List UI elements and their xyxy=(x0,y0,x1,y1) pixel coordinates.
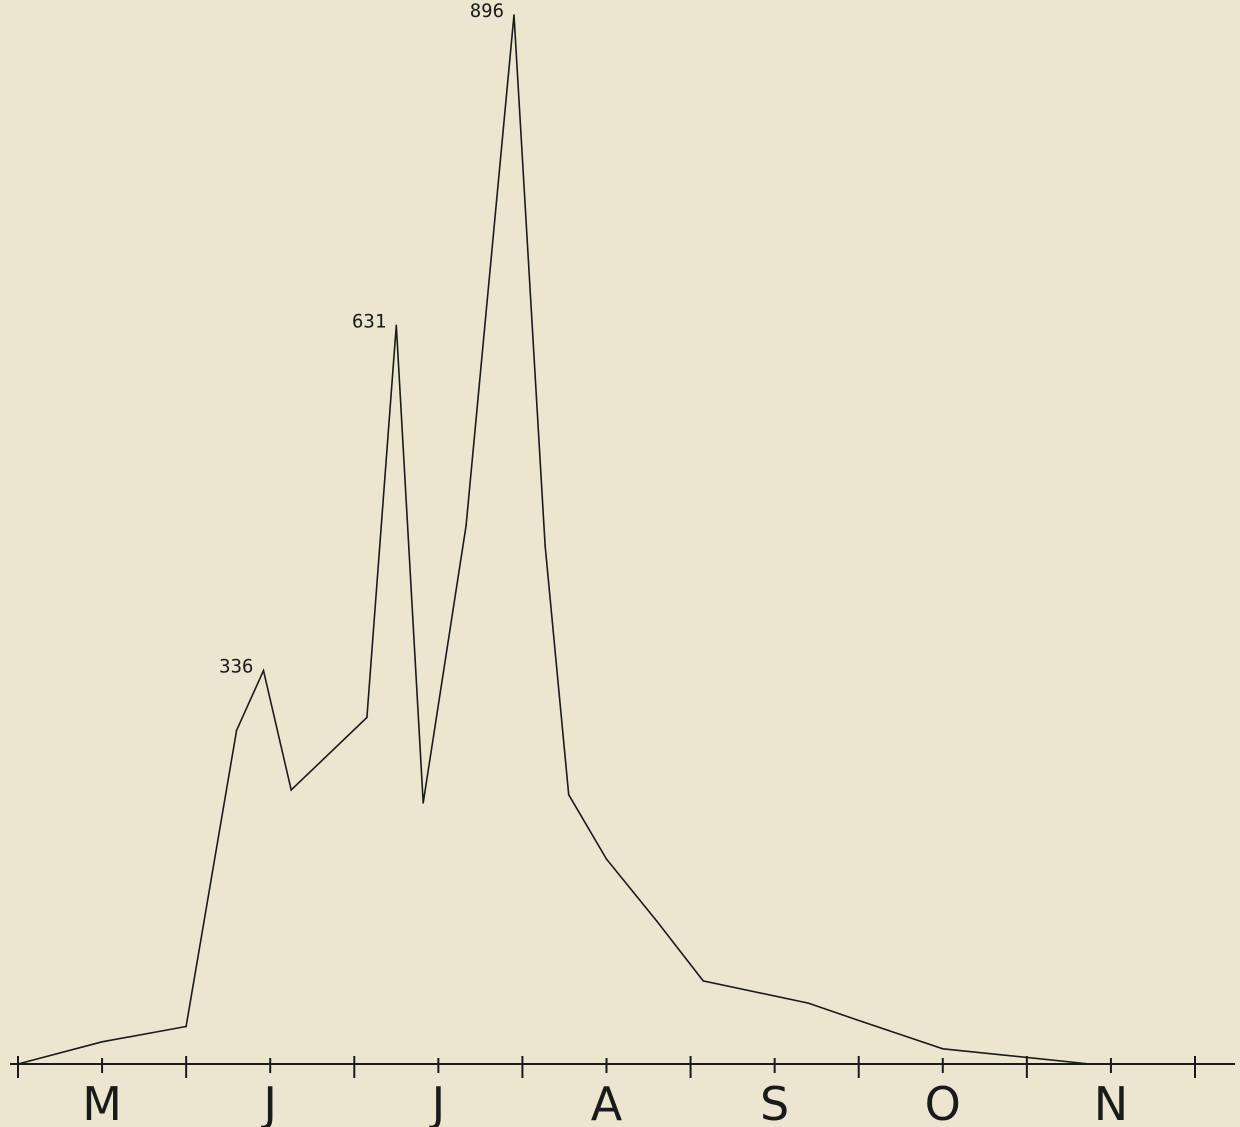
data-point xyxy=(862,1021,864,1023)
data-point xyxy=(17,1063,19,1065)
data-point xyxy=(395,324,398,327)
data-point xyxy=(807,1002,810,1004)
x-axis-ticks xyxy=(17,1056,1196,1078)
peak-label: 631 xyxy=(352,310,386,332)
data-point xyxy=(262,669,265,672)
data-point xyxy=(1089,1063,1091,1065)
data-point xyxy=(605,858,608,860)
data-point xyxy=(235,729,238,732)
series-line xyxy=(17,14,1090,1065)
month-label: J xyxy=(429,1077,446,1127)
data-point xyxy=(513,14,515,16)
month-label: A xyxy=(591,1077,623,1127)
peak-label: 336 xyxy=(219,656,253,678)
month-label: N xyxy=(1094,1077,1128,1127)
data-point xyxy=(941,1047,944,1050)
data-point xyxy=(185,1025,187,1028)
data-point xyxy=(544,544,546,547)
month-label: S xyxy=(760,1077,789,1127)
data-point xyxy=(101,1040,103,1043)
data-point xyxy=(567,793,570,796)
month-label: J xyxy=(260,1077,277,1127)
data-point xyxy=(656,920,658,922)
data-point xyxy=(290,789,293,791)
data-point xyxy=(465,524,467,527)
data-point xyxy=(422,802,425,804)
peak-label: 896 xyxy=(470,0,504,22)
month-label: O xyxy=(925,1077,961,1127)
peak-annotations: 336 631 896 xyxy=(219,0,504,678)
data-points xyxy=(17,14,1091,1065)
data-point xyxy=(702,980,704,982)
month-label: M xyxy=(82,1077,122,1127)
data-point xyxy=(366,716,368,719)
